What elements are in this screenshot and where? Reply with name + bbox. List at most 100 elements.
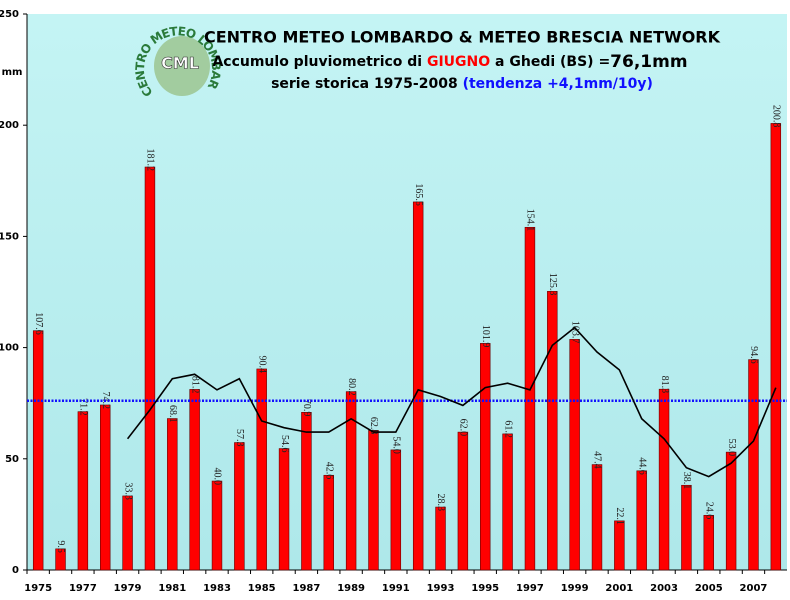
subtitle-part: Accumulo pluviometrico di	[212, 54, 427, 70]
bar	[144, 166, 156, 571]
value-label: 107.6	[33, 312, 44, 335]
bar	[390, 449, 402, 571]
x-tick-label: 1983	[203, 583, 231, 594]
value-label: 33.3	[122, 482, 133, 500]
value-label: 24.6	[703, 502, 714, 520]
x-tick-label: 2003	[650, 583, 678, 594]
bar	[412, 201, 424, 571]
bar	[614, 520, 625, 571]
value-label: 57.3	[234, 429, 245, 447]
bar	[189, 389, 200, 571]
subtitle-part: serie storica 1975-2008	[271, 76, 462, 92]
x-tick-label: 2007	[740, 583, 768, 594]
x-tick-label: 1981	[158, 583, 186, 594]
bar	[301, 412, 312, 571]
value-label: 200.8	[771, 105, 782, 128]
value-label: 90.4	[256, 355, 267, 373]
value-label: 54.6	[279, 435, 290, 453]
bar	[725, 451, 737, 571]
bar	[100, 404, 111, 571]
x-tick-label: 1995	[471, 583, 499, 594]
bar	[122, 495, 133, 571]
bar	[323, 474, 334, 571]
y-tick-label: 0	[12, 565, 19, 576]
x-tick-label: 2001	[605, 583, 633, 594]
y-tick-label: 250	[0, 9, 19, 20]
value-label: 62.8	[368, 417, 379, 435]
value-label: 42.6	[323, 462, 334, 480]
bar	[681, 484, 692, 571]
bar	[524, 226, 536, 571]
value-label: 101.9	[480, 325, 491, 348]
x-tick-label: 1977	[69, 583, 97, 594]
value-label: 154.1	[525, 209, 536, 232]
bar	[345, 391, 357, 571]
bar	[748, 359, 759, 571]
x-tick-label: 2005	[695, 583, 723, 594]
bar	[435, 506, 446, 571]
value-label: 103.7	[569, 321, 580, 344]
x-tick-label: 1985	[248, 583, 276, 594]
x-tick-label: 1975	[24, 583, 52, 594]
y-tick-label: 200	[0, 120, 19, 131]
bar	[32, 330, 44, 571]
bar	[234, 442, 245, 571]
subtitle-part: GIUGNO	[427, 54, 490, 70]
bar	[547, 291, 558, 571]
y-tick-label: 50	[5, 454, 19, 465]
value-label: 53.0	[726, 439, 737, 457]
value-label: 38.1	[681, 472, 692, 490]
x-tick-label: 1997	[516, 583, 544, 594]
value-label: 40.0	[212, 468, 223, 486]
chart-title: CENTRO METEO LOMBARDO & METEO BRESCIA NE…	[204, 28, 721, 47]
y-axis-label: mm	[2, 67, 23, 78]
value-label: 22.1	[614, 507, 625, 525]
value-label: 81.3	[659, 376, 670, 394]
plot-area	[27, 14, 787, 570]
value-label: 47.4	[592, 451, 603, 469]
subtitle-part: a Ghedi (BS) =	[490, 54, 610, 70]
bar	[368, 430, 379, 571]
bar	[278, 448, 290, 571]
value-label: 94.6	[748, 346, 759, 364]
x-tick-label: 1991	[382, 583, 410, 594]
value-label: 81.2	[189, 376, 200, 394]
value-label: 54.0	[391, 436, 402, 454]
subtitle-part: (tendenza +4,1mm/10y)	[463, 76, 653, 92]
bar	[591, 464, 603, 571]
value-label: 181.2	[145, 149, 156, 172]
value-label: 165.5	[413, 183, 424, 206]
bar	[658, 388, 670, 571]
value-label: 9.5	[55, 540, 66, 553]
value-label: 125.3	[547, 273, 558, 296]
y-tick-label: 150	[0, 231, 19, 242]
value-label: 61.2	[502, 420, 513, 438]
value-label: 28.3	[435, 494, 446, 512]
bar	[569, 339, 580, 571]
x-tick-label: 1999	[561, 583, 589, 594]
logo-shape	[154, 36, 210, 96]
bar	[457, 431, 469, 571]
moving-average-line	[126, 326, 777, 478]
bar	[636, 470, 647, 571]
value-label: 70.9	[301, 399, 312, 417]
x-tick-label: 1987	[292, 583, 320, 594]
value-label: 62.0	[458, 419, 469, 437]
value-label: 71.2	[78, 398, 89, 416]
bar	[77, 411, 89, 571]
logo-abbr: CML	[161, 54, 199, 73]
subtitle-part: 76,1mm	[610, 52, 687, 72]
value-label: 44.6	[636, 457, 647, 475]
value-label: 80.2	[346, 378, 357, 396]
value-label: 68.1	[167, 405, 178, 423]
subtitle2: serie storica 1975-2008 (tendenza +4,1mm…	[271, 76, 653, 92]
bar	[502, 433, 513, 571]
bar	[211, 480, 223, 571]
bar	[703, 514, 714, 571]
bar	[770, 123, 782, 571]
x-tick-label: 1989	[337, 583, 365, 594]
bar	[480, 343, 491, 571]
subtitle: Accumulo pluviometrico di GIUGNO a Ghedi…	[212, 52, 687, 72]
